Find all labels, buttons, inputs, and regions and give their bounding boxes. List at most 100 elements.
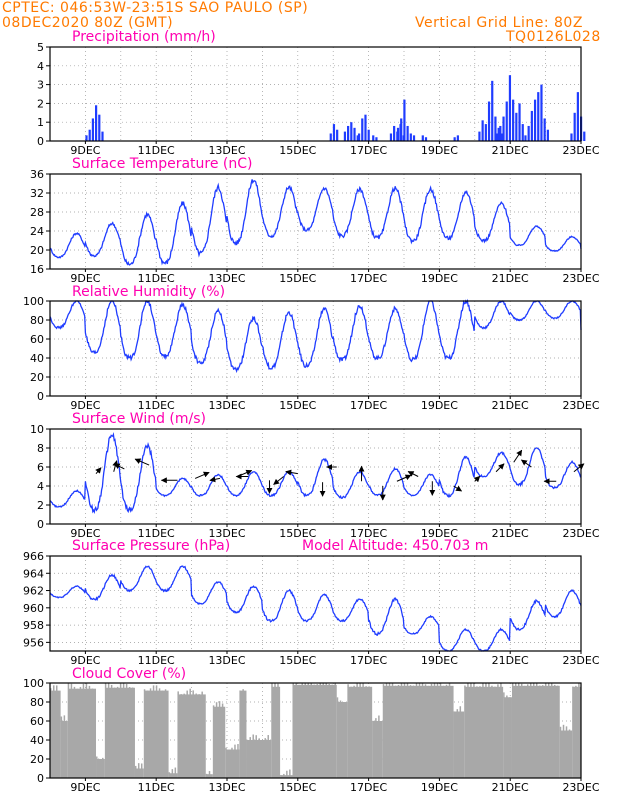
cloud-bar [50, 690, 61, 778]
cloud-bar-detail [433, 683, 436, 687]
precip-bar [500, 133, 503, 141]
y-tick-label: 4 [37, 60, 44, 73]
y-tick-label: 32 [30, 187, 44, 200]
cloud-bar-detail [509, 697, 511, 698]
precip-bar [375, 137, 378, 141]
x-tick-label: 23DEC [562, 272, 599, 285]
cloud-bar-detail [82, 683, 85, 690]
cloud-bar-detail [237, 744, 239, 750]
precip-bar [343, 131, 347, 141]
wind-arrow [273, 476, 284, 485]
panel-title: Surface Temperature (nC) [72, 156, 253, 172]
cloud-bar-detail [436, 683, 439, 687]
cloud-bar-detail [261, 739, 263, 741]
cloud-bar-detail [442, 685, 445, 687]
cloud-bar-detail [529, 683, 532, 687]
cloud-bar-detail [427, 685, 430, 687]
precip-bar [502, 116, 505, 141]
cloud-bar-detail [189, 688, 191, 695]
x-tick-label: 9DEC [70, 527, 100, 540]
cloud-bar [382, 685, 454, 778]
y-tick-label: 3 [37, 79, 44, 92]
x-tick-label: 15DEC [279, 781, 316, 794]
cloud-bar-detail [56, 685, 58, 692]
x-tick-label: 21DEC [492, 527, 529, 540]
y-tick-label: 40 [30, 352, 44, 365]
precip-bar [400, 118, 403, 141]
cloud-bar-detail [456, 709, 459, 712]
cloud-bar-detail [470, 683, 472, 688]
cloud-bar-detail [79, 686, 82, 690]
plot-frame [49, 555, 582, 652]
x-tick-label: 15DEC [279, 144, 316, 157]
cloud-bar-detail [491, 685, 493, 688]
y-tick-label: 0 [37, 518, 44, 531]
precip-bar [499, 125, 502, 141]
y-tick-label: 1 [37, 116, 44, 129]
cloud-bar-detail [565, 726, 568, 731]
cloud-bar [67, 688, 97, 778]
x-tick-label: 17DEC [350, 399, 387, 412]
x-tick-label: 17DEC [350, 654, 387, 667]
wind-arrow [513, 449, 523, 463]
cloud-bar-detail [391, 683, 394, 687]
cloud-bar-detail [544, 683, 547, 687]
model-altitude-label: Model Altitude: 450.703 m [302, 538, 488, 554]
cloud-bar-detail [271, 683, 273, 688]
wind-arrow [285, 469, 298, 476]
wind-arrow [95, 467, 102, 474]
y-tick-label: 36 [30, 168, 44, 181]
cloud-bar-detail [274, 683, 276, 688]
x-tick-label: 23DEC [562, 399, 599, 412]
cloud-bar-detail [494, 686, 496, 688]
cloud-bar-detail [283, 773, 285, 776]
cloud-bar-detail [372, 720, 374, 722]
cloud-bar-detail [158, 688, 161, 692]
cloud-bar-detail [116, 686, 119, 689]
cloud-bar-detail [316, 684, 318, 686]
cloud-bar-detail [378, 715, 380, 722]
x-tick-label: 9DEC [70, 144, 100, 157]
precip-bar [543, 118, 546, 141]
cloud-bar-detail [575, 685, 577, 688]
cloud-bar-detail [394, 685, 397, 687]
cloud-bar-detail [400, 683, 403, 687]
cloud-bar-detail [476, 686, 478, 688]
cloud-bar-detail [122, 683, 125, 689]
x-tick-label: 13DEC [208, 144, 245, 157]
cloud-bar-detail [514, 683, 517, 687]
cloud-bar-detail [201, 691, 203, 695]
cloud-bar-detail [155, 685, 158, 692]
precip-bar [573, 112, 576, 141]
precip-bar [478, 131, 481, 141]
x-tick-label: 9DEC [70, 654, 100, 667]
precip-bar [484, 124, 487, 141]
cloud-bar [372, 721, 383, 778]
cloud-bar-detail [113, 687, 116, 689]
precip-bar [496, 133, 499, 141]
cloud-bar-detail [295, 683, 297, 686]
cloud-bar-detail [177, 691, 179, 695]
cloud-bar [60, 721, 68, 778]
cloud-bar-detail [328, 684, 330, 686]
precip-bar [372, 135, 375, 141]
precip-bar [356, 135, 359, 141]
cloud-bar-detail [418, 683, 421, 687]
cloud-bar-detail [568, 729, 571, 731]
cloud-bar-detail [195, 693, 197, 695]
header-datetime: 08DEC2020 80Z (GMT) [2, 15, 174, 31]
cloud-bar-detail [339, 700, 342, 703]
cloud-bar [292, 684, 337, 778]
cloud-bar-detail [334, 683, 336, 686]
cloud-bar-detail [231, 747, 233, 750]
wind-arrow [573, 463, 585, 473]
cloud-bar-detail [485, 683, 487, 688]
panel-title: Surface Wind (m/s) [72, 411, 206, 427]
y-tick-label: 958 [23, 619, 44, 632]
x-tick-label: 17DEC [350, 781, 387, 794]
panel-precipitation: 0 1 2 3 4 5 9DEC 11DEC 13DEC 15DEC 17DEC 19DEC 21DEC… [37, 29, 600, 157]
x-tick-label: 11DEC [138, 399, 175, 412]
x-tick-label: 13DEC [208, 654, 245, 667]
cloud-bar-detail [406, 683, 409, 687]
x-tick-label: 15DEC [279, 272, 316, 285]
